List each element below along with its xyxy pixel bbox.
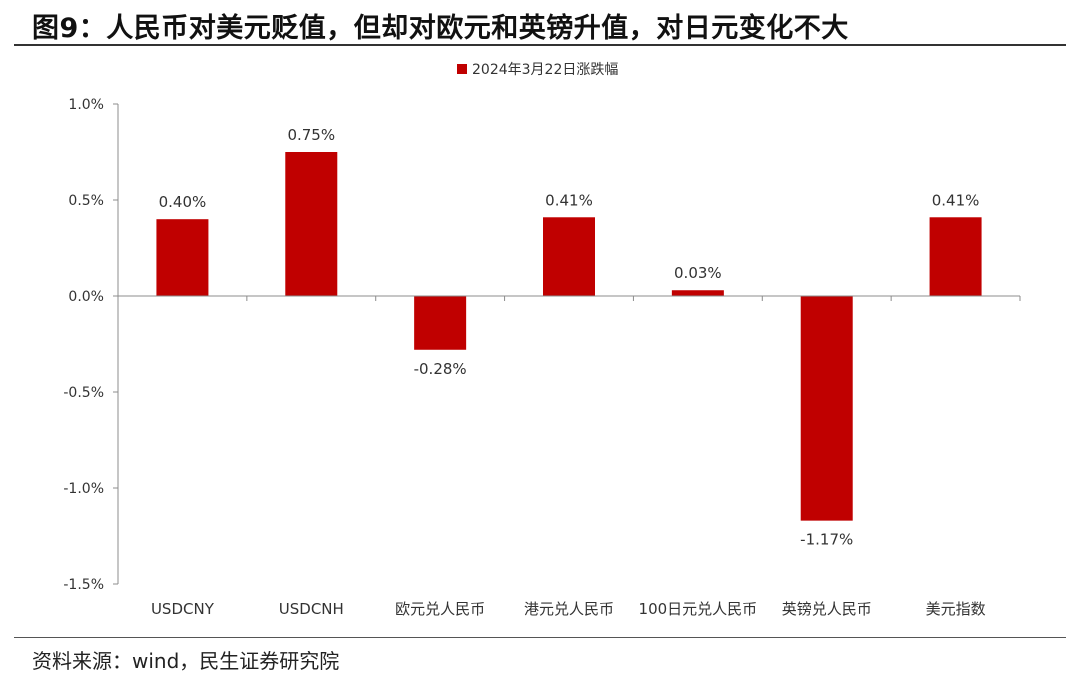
bar-4 bbox=[671, 290, 724, 296]
bar-6 bbox=[929, 217, 982, 296]
bar-0 bbox=[156, 219, 209, 296]
bar-3 bbox=[543, 217, 595, 296]
bar-1 bbox=[285, 152, 338, 296]
bar-5 bbox=[800, 296, 853, 521]
x-tick-label-5: 英镑兑人民币 bbox=[782, 600, 872, 618]
data-label-5: -1.17% bbox=[800, 531, 853, 549]
x-tick-label-4: 100日元兑人民币 bbox=[639, 600, 758, 618]
title-rule bbox=[14, 44, 1066, 46]
bar-chart: 2024年3月22日涨跌幅 1.0% 0.5% 0.0% -0.5% -1.0% -1.5… bbox=[63, 62, 1021, 618]
x-tick-label-6: 美元指数 bbox=[926, 600, 986, 618]
bars bbox=[156, 152, 982, 521]
legend: 2024年3月22日涨跌幅 bbox=[457, 62, 618, 78]
y-tick-label: -1.0% bbox=[63, 481, 104, 497]
data-labels: 0.40% 0.75% -0.28% 0.41% 0.03% -1.17% 0.41% bbox=[159, 126, 980, 549]
y-tick-label: 0.0% bbox=[68, 289, 104, 305]
y-axis: 1.0% 0.5% 0.0% -0.5% -1.0% -1.5% bbox=[63, 97, 119, 593]
y-tick-label: 0.5% bbox=[68, 193, 104, 209]
legend-swatch bbox=[457, 64, 467, 74]
x-axis bbox=[117, 295, 1021, 301]
x-tick-label-2: 欧元兑人民币 bbox=[395, 600, 485, 618]
x-tick-label-3: 港元兑人民币 bbox=[524, 600, 614, 618]
legend-label: 2024年3月22日涨跌幅 bbox=[472, 62, 618, 78]
data-label-3: 0.41% bbox=[545, 191, 593, 209]
data-label-6: 0.41% bbox=[932, 191, 980, 209]
figure-title: 图9：人民币对美元贬值，但却对欧元和英镑升值，对日元变化不大 bbox=[32, 13, 849, 44]
y-tick-label: -1.5% bbox=[63, 577, 104, 593]
y-tick-label: 1.0% bbox=[68, 97, 104, 113]
data-label-4: 0.03% bbox=[674, 264, 722, 282]
y-tick-label: -0.5% bbox=[63, 385, 104, 401]
x-tick-labels: USDCNY USDCNH 欧元兑人民币 港元兑人民币 100日元兑人民币 英镑兑人民币 美… bbox=[151, 600, 986, 618]
data-label-2: -0.28% bbox=[414, 360, 467, 378]
x-tick-label-1: USDCNH bbox=[279, 600, 344, 618]
source-rule bbox=[14, 637, 1066, 638]
bar-2 bbox=[414, 296, 467, 350]
source-note: 资料来源：wind，民生证券研究院 bbox=[32, 649, 340, 673]
data-label-0: 0.40% bbox=[159, 193, 207, 211]
x-tick-label-0: USDCNY bbox=[151, 600, 215, 618]
data-label-1: 0.75% bbox=[287, 126, 335, 144]
